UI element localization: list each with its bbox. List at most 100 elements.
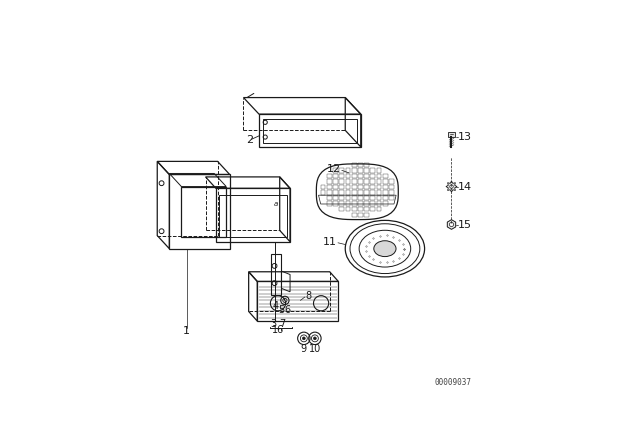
Circle shape [449, 223, 454, 227]
Bar [371, 179, 375, 184]
Bar [364, 179, 369, 184]
Bar [358, 174, 363, 178]
Bar [448, 133, 455, 137]
Text: 4: 4 [273, 301, 278, 311]
Bar [376, 174, 381, 178]
Bar [339, 190, 344, 194]
Bar [376, 196, 381, 200]
Bar [376, 207, 381, 211]
Bar [339, 196, 344, 200]
Bar [376, 179, 381, 184]
Bar [333, 196, 338, 200]
Bar [364, 185, 369, 189]
Bar [376, 190, 381, 194]
Bar [346, 174, 350, 178]
Bar [333, 185, 338, 189]
Bar [358, 179, 363, 184]
Bar [352, 168, 356, 172]
Bar [352, 163, 356, 167]
Bar [352, 212, 356, 217]
Bar [339, 168, 344, 172]
Bar [346, 196, 350, 200]
Text: 11: 11 [323, 237, 337, 247]
Bar [346, 207, 350, 211]
Bar [358, 190, 363, 194]
Bar [364, 212, 369, 217]
Bar [383, 185, 388, 189]
Text: 8: 8 [305, 291, 312, 301]
Bar [352, 185, 356, 189]
Bar [339, 207, 344, 211]
Bar [371, 207, 375, 211]
Text: 15: 15 [458, 220, 472, 229]
Bar [371, 168, 375, 172]
Bar [383, 174, 388, 178]
Bar [371, 174, 375, 178]
Bar [352, 179, 356, 184]
Bar [352, 202, 356, 206]
Text: 3: 3 [271, 319, 276, 329]
Bar [383, 196, 388, 200]
Bar [376, 185, 381, 189]
Text: 13: 13 [458, 132, 472, 142]
Bar [371, 185, 375, 189]
Bar [321, 185, 326, 189]
Bar [389, 179, 394, 184]
Bar [389, 196, 394, 200]
Bar [327, 196, 332, 200]
Circle shape [314, 337, 316, 340]
Bar [327, 179, 332, 184]
Bar [383, 202, 388, 206]
Ellipse shape [374, 241, 396, 257]
Bar [358, 185, 363, 189]
Bar [358, 196, 363, 200]
Bar [364, 207, 369, 211]
Bar [346, 190, 350, 194]
Text: 5: 5 [278, 305, 285, 315]
Bar [389, 190, 394, 194]
Bar [383, 179, 388, 184]
Text: 6: 6 [284, 305, 291, 315]
Bar [352, 207, 356, 211]
Bar [376, 202, 381, 206]
Text: 12: 12 [327, 164, 341, 174]
Text: 9: 9 [301, 344, 307, 354]
Bar [364, 196, 369, 200]
Polygon shape [447, 220, 456, 229]
Bar [358, 163, 363, 167]
Polygon shape [446, 181, 457, 192]
Bar [346, 185, 350, 189]
Bar [358, 168, 363, 172]
Bar [346, 168, 350, 172]
Bar [352, 174, 356, 178]
Text: 00009037: 00009037 [434, 378, 471, 387]
Bar [327, 185, 332, 189]
Bar [327, 202, 332, 206]
Bar [339, 179, 344, 184]
Text: 7: 7 [279, 319, 285, 329]
Bar [358, 212, 363, 217]
Text: 16: 16 [272, 325, 284, 335]
Bar [346, 202, 350, 206]
Bar [376, 168, 381, 172]
Bar [364, 190, 369, 194]
Bar [333, 202, 338, 206]
Text: 14: 14 [458, 181, 472, 192]
Bar [389, 185, 394, 189]
Bar [339, 174, 344, 178]
Bar [333, 190, 338, 194]
Bar [321, 190, 326, 194]
Bar [333, 168, 338, 172]
Bar [358, 207, 363, 211]
Bar [358, 202, 363, 206]
Bar [371, 196, 375, 200]
Circle shape [303, 337, 305, 340]
Bar [333, 174, 338, 178]
Text: a: a [274, 201, 278, 207]
Text: 1: 1 [183, 327, 190, 336]
Circle shape [450, 185, 453, 188]
Bar [383, 190, 388, 194]
Bar [333, 179, 338, 184]
Bar [364, 174, 369, 178]
Bar [364, 163, 369, 167]
